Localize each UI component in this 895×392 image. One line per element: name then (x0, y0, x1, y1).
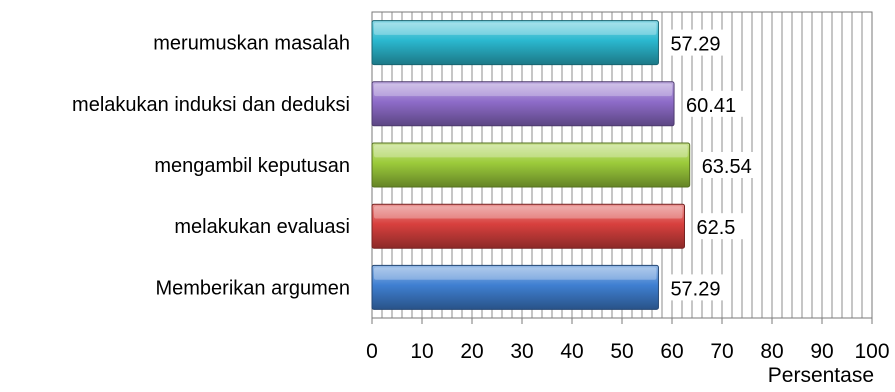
bar-highlight (374, 22, 657, 35)
bar-highlight (374, 267, 657, 280)
data-label: 63.54 (702, 156, 752, 178)
bar (371, 203, 685, 249)
bar (371, 142, 691, 188)
x-axis-title: Persentase (768, 364, 874, 387)
data-label: 60.41 (686, 95, 736, 117)
x-tick-label: 60 (660, 340, 683, 363)
x-tick-label: 30 (510, 340, 533, 363)
x-tick-label: 100 (854, 340, 889, 363)
x-tick-label: 20 (460, 340, 483, 363)
data-label-background (698, 152, 760, 178)
x-tick-label: 70 (710, 340, 733, 363)
bar (371, 264, 659, 310)
x-tick-label: 80 (760, 340, 783, 363)
category-label: melakukan evaluasi (174, 216, 350, 238)
category-labels: merumuskan masalah melakukan induksi dan … (72, 33, 350, 300)
bar (371, 81, 675, 127)
data-label-background (683, 90, 745, 117)
data-label-background (693, 213, 744, 240)
data-label-background (667, 274, 729, 301)
x-tick-label: 90 (810, 340, 833, 363)
x-tick-label: 10 (410, 340, 433, 363)
data-label: 57.29 (670, 278, 720, 300)
category-label: Memberikan argumen (155, 277, 350, 299)
bar (371, 20, 659, 66)
bars (371, 20, 691, 310)
bar-highlight (374, 145, 688, 158)
x-tick-label: 0 (366, 340, 378, 363)
value-labels: 57.29 60.41 63.54 62.5 57.29 (667, 29, 760, 301)
category-label: melakukan induksi dan deduksi (72, 94, 350, 116)
bar-highlight (374, 83, 673, 97)
x-axis: 0 10 20 30 40 50 60 70 80 90 100 (366, 318, 890, 363)
bar-highlight (374, 206, 683, 219)
data-label: 57.29 (670, 34, 720, 56)
x-tick-label: 40 (560, 340, 583, 363)
category-label: mengambil keputusan (154, 155, 350, 177)
data-label: 62.5 (697, 217, 736, 239)
category-label: merumuskan masalah (153, 33, 350, 55)
x-tick-label: 50 (610, 340, 633, 363)
data-label-background (667, 29, 729, 56)
